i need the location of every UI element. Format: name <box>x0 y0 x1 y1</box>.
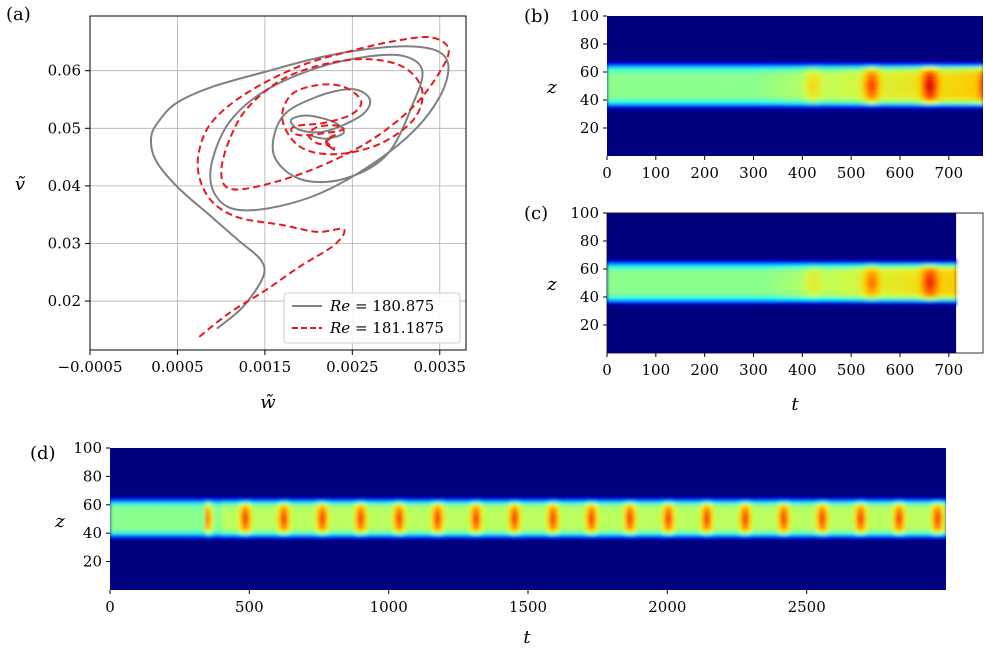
panel-b-heatmap <box>607 62 984 110</box>
panel-a-series <box>151 37 449 337</box>
panel-a: −0.0005 0.0005 0.0015 0.0025 0.0035 0.02 0.03… <box>6 4 466 413</box>
y-tick-label: 0.06 <box>48 62 81 80</box>
legend-entry-series-2: Re = 181.1875 <box>329 319 444 337</box>
series-line-1 <box>151 46 449 328</box>
x-tick-label: 0.0035 <box>414 358 467 376</box>
x-tick-label: 0.0005 <box>151 358 204 376</box>
y-tick-label: 0.05 <box>48 119 81 137</box>
series-line-2 <box>198 37 449 337</box>
panel-a-legend: Re = 180.875 Re = 181.1875 <box>284 293 460 343</box>
panel-a-y-axis-label: ṽ <box>15 174 26 195</box>
x-tick-label: 0.0015 <box>239 358 292 376</box>
legend-label-series-1: = 180.875 <box>355 297 434 315</box>
panel-a-x-axis-label: w̃ <box>260 392 276 413</box>
panel-a-x-ticks: −0.0005 0.0005 0.0015 0.0025 0.0035 <box>57 350 466 376</box>
y-tick-label: 0.02 <box>48 292 81 310</box>
legend-entry-series-1: Re = 180.875 <box>329 297 434 315</box>
y-tick-label: 0.03 <box>48 234 81 252</box>
legend-label-series-2: = 181.1875 <box>355 319 444 337</box>
panel-a-y-ticks: 0.02 0.03 0.04 0.05 0.06 <box>48 62 90 310</box>
x-tick-label: 0.0025 <box>326 358 379 376</box>
x-tick-label: −0.0005 <box>57 358 122 376</box>
heatmap-cells <box>607 62 984 110</box>
panel-a-label: (a) <box>6 4 31 25</box>
y-tick-label: 0.04 <box>48 177 81 195</box>
